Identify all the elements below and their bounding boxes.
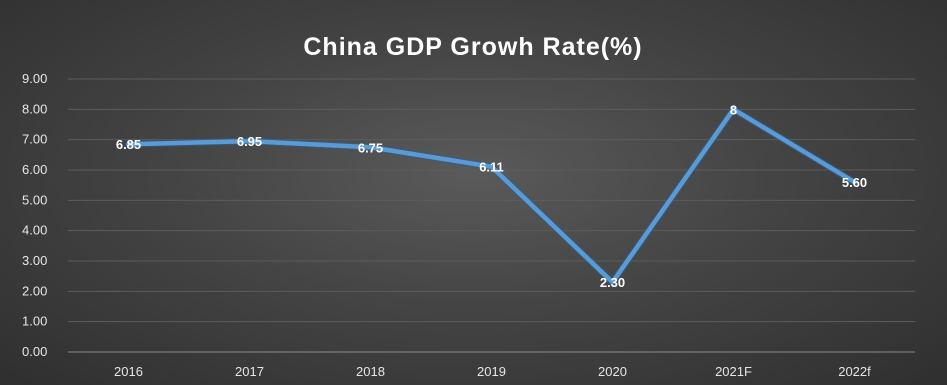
y-tick-label: 7.00 xyxy=(22,132,47,147)
data-point xyxy=(368,145,373,150)
y-axis-ticks: 0.00 1.00 2.00 3.00 4.00 5.00 6.00 7.00 8.00 9.00 xyxy=(22,71,47,359)
data-labels: 6.85 6.95 6.75 6.11 2.30 8 5.60 xyxy=(116,102,867,290)
data-point xyxy=(731,107,736,112)
y-tick-label: 5.00 xyxy=(22,192,47,207)
data-label: 2.30 xyxy=(600,275,625,290)
data-label: 6.11 xyxy=(479,160,504,175)
data-label: 6.85 xyxy=(116,137,141,152)
series-line-layer xyxy=(125,105,858,286)
y-tick-label: 8.00 xyxy=(22,101,47,116)
gridlines xyxy=(68,78,915,353)
data-label: 6.75 xyxy=(358,140,383,155)
y-tick-label: 1.00 xyxy=(22,314,47,329)
y-tick-label: 4.00 xyxy=(22,223,47,238)
x-tick-label: 2022f xyxy=(838,364,871,379)
x-tick-label: 2017 xyxy=(235,364,264,379)
y-tick-label: 0.00 xyxy=(22,344,47,359)
data-label: 5.60 xyxy=(842,175,867,190)
data-point xyxy=(852,179,857,185)
y-tick-label: 6.00 xyxy=(22,162,47,177)
x-tick-label: 2016 xyxy=(114,364,143,379)
x-tick-label: 2021F xyxy=(715,364,752,379)
x-tick-label: 2019 xyxy=(477,364,506,379)
data-point xyxy=(489,164,494,169)
x-axis-ticks: 2016 2017 2018 2019 2020 2021F 2022f xyxy=(114,364,871,379)
data-point xyxy=(610,280,615,285)
data-label: 8 xyxy=(730,102,737,117)
data-point xyxy=(126,142,131,147)
data-point xyxy=(247,138,252,144)
x-tick-label: 2018 xyxy=(356,364,385,379)
y-tick-label: 9.00 xyxy=(22,71,47,86)
x-tick-label: 2020 xyxy=(598,364,627,379)
y-tick-label: 3.00 xyxy=(22,253,47,268)
chart-title: China GDP Growh Rate(%) xyxy=(303,33,642,61)
data-label: 6.95 xyxy=(237,134,262,149)
y-tick-label: 2.00 xyxy=(22,283,47,298)
